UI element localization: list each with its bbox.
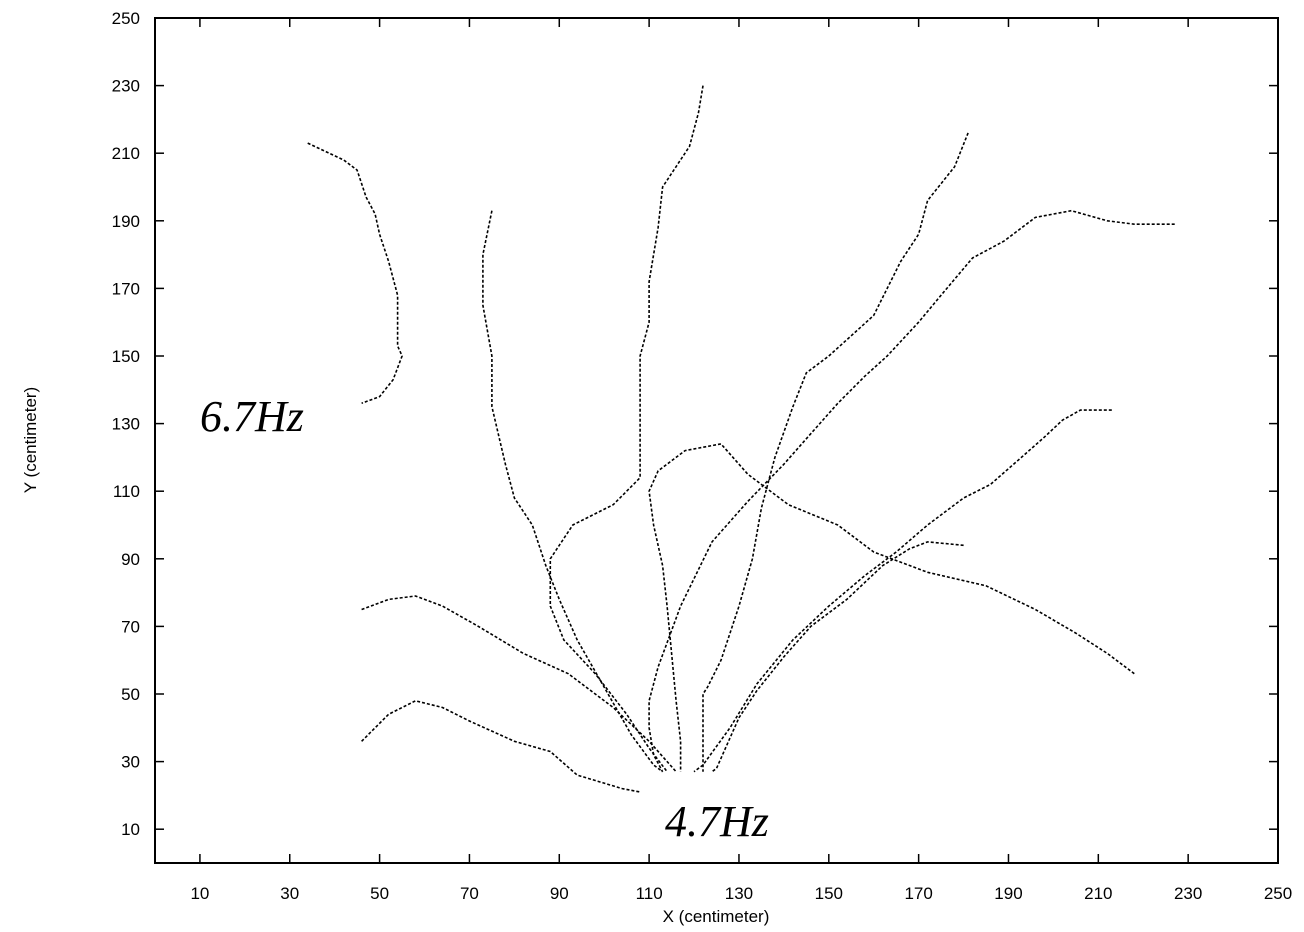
trajectory-line-9 <box>361 595 677 773</box>
y-tick-label: 30 <box>121 753 140 772</box>
axis-ticks: 10 30 50 70 90 110 130 150 170 190 210 230 250 10 30 50… <box>112 9 1293 903</box>
x-tick-label: 250 <box>1264 884 1292 903</box>
x-tick-label: 150 <box>815 884 843 903</box>
y-tick-label: 130 <box>112 415 140 434</box>
x-tick-label: 230 <box>1174 884 1202 903</box>
y-tick-label: 90 <box>121 550 140 569</box>
x-tick-label: 170 <box>904 884 932 903</box>
y-tick-label: 70 <box>121 617 140 636</box>
y-axis-title: Y (centimeter) <box>21 387 40 493</box>
trajectory-line-10 <box>361 699 641 793</box>
x-tick-label: 70 <box>460 884 479 903</box>
x-tick-label: 50 <box>370 884 389 903</box>
y-tick-label: 250 <box>112 9 140 28</box>
x-tick-label: 130 <box>725 884 753 903</box>
y-tick-label: 50 <box>121 685 140 704</box>
annotation-4-7hz: 4.7Hz <box>665 797 769 846</box>
trajectories <box>307 85 1175 793</box>
y-tick-label: 10 <box>121 820 140 839</box>
x-axis-title: X (centimeter) <box>663 907 770 926</box>
x-tick-label: 110 <box>636 884 663 903</box>
trajectory-line-6 <box>693 409 1112 773</box>
x-tick-label: 190 <box>994 884 1022 903</box>
x-tick-label: 210 <box>1084 884 1112 903</box>
trajectory-line-8 <box>648 443 1135 772</box>
trajectory-line-1 <box>307 142 403 405</box>
trajectory-line-2 <box>482 210 664 773</box>
x-tick-label: 30 <box>280 884 299 903</box>
trajectory-line-3 <box>549 85 704 773</box>
trajectory-line-7 <box>711 541 964 773</box>
y-tick-label: 190 <box>112 212 140 231</box>
y-tick-label: 230 <box>112 77 140 96</box>
y-tick-label: 170 <box>112 279 140 298</box>
trajectory-line-4 <box>702 132 969 772</box>
x-tick-label: 10 <box>190 884 209 903</box>
x-tick-label: 90 <box>550 884 569 903</box>
y-tick-label: 110 <box>113 482 140 501</box>
annotation-6-7hz: 6.7Hz <box>200 392 304 441</box>
trajectory-line-5 <box>648 209 1175 773</box>
y-tick-label: 210 <box>112 144 140 163</box>
y-tick-label: 150 <box>112 347 140 366</box>
plot-frame <box>154 17 1279 864</box>
